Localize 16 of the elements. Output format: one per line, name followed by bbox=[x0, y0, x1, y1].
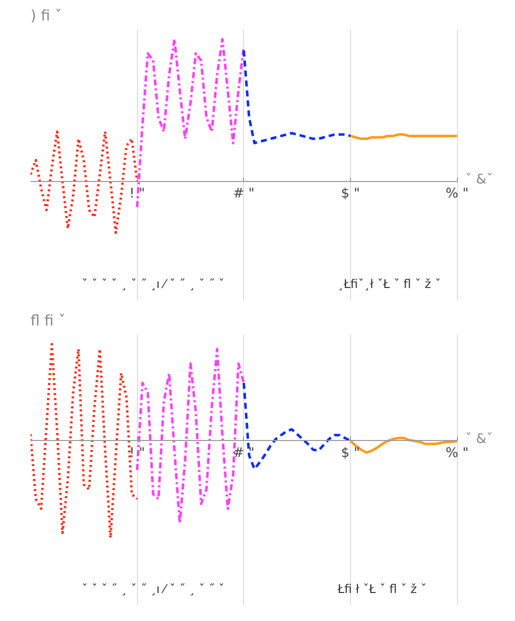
text: ˇ ˇ ˇ ˝ ¸ ˇ ˝ ¸ı ⁄ ˇ ˝ ¸ ˇ ˝ ˇ bbox=[82, 582, 224, 596]
x-tick-label: % " bbox=[446, 446, 469, 461]
x-axis-title: ˇ &ˇ bbox=[465, 172, 494, 188]
x-tick-label: ! " bbox=[129, 446, 146, 461]
x-tick-label: # " bbox=[233, 446, 255, 461]
text: ¸Łfiˇ¸ł ˇŁ ˇ fl ˇ ž ˇ bbox=[338, 276, 441, 291]
x-tick-label: $ " bbox=[341, 446, 360, 461]
x-axis-title: ˇ &ˇ bbox=[465, 432, 494, 447]
text: Łfi ł ˇŁ ˇ fl ˇ ž ˇ bbox=[336, 582, 427, 596]
text: ˇ ˇ ˇ ˇ ¸ ˇ ˝ ¸ı ⁄ ˇ ˝ ¸ ˇ ˝ ˇ bbox=[82, 276, 224, 291]
x-tick-label: # " bbox=[233, 186, 255, 202]
x-tick-label: $ " bbox=[341, 186, 360, 202]
x-tick-label: ! " bbox=[129, 186, 146, 202]
chart-title: ) fi ˇ bbox=[30, 8, 62, 24]
x-tick-label: % " bbox=[446, 186, 469, 202]
chart-title: fl fi ˇ bbox=[30, 312, 66, 330]
